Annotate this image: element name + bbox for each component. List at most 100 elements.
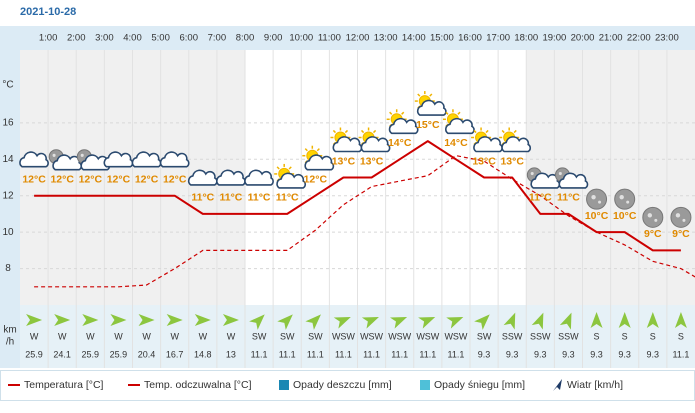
moon-crater <box>682 218 686 222</box>
wind-arrow-shape <box>674 312 687 328</box>
series-line <box>34 155 695 288</box>
wind-arrow <box>194 314 211 326</box>
wind-arrow-shape <box>590 312 603 328</box>
temp-label: 10°C <box>613 210 637 222</box>
wind-arrow <box>82 314 99 326</box>
moon-icon <box>614 188 636 210</box>
series-line <box>34 140 681 252</box>
cloud-icon <box>159 151 190 168</box>
temp-label: 13°C <box>360 155 384 167</box>
wind-arrow-shape <box>618 312 631 328</box>
sun-ray <box>372 129 377 134</box>
wind-direction: SW <box>308 331 323 341</box>
wind-direction: S <box>678 331 684 341</box>
wind-direction: SSW <box>558 331 579 341</box>
wind-arrow-shape <box>333 316 351 329</box>
hour-label: 22:00 <box>627 33 651 44</box>
wind-arrow <box>26 314 43 326</box>
wind-arrow <box>249 314 265 330</box>
cloud-icon <box>304 154 335 171</box>
sun-ray <box>288 166 292 170</box>
hour-label: 18:00 <box>514 33 538 44</box>
wind-arrow <box>418 316 436 329</box>
wind-arrow <box>618 312 631 328</box>
wind-speed: 16.7 <box>166 349 184 359</box>
hour-label: 16:00 <box>458 33 482 44</box>
wind-arrow-shape <box>531 312 544 330</box>
sun-ray <box>473 129 477 134</box>
wind-arrow <box>222 314 239 326</box>
wind-arrow-shape <box>222 314 239 326</box>
sun-ray <box>429 93 433 97</box>
wind-speed: 25.9 <box>110 349 128 359</box>
hour-label: 9:00 <box>264 33 283 44</box>
sun-ray <box>457 111 461 115</box>
hour-strip <box>0 26 695 50</box>
sun-ray <box>485 129 489 134</box>
hour-label: 1:00 <box>39 33 58 44</box>
wind-direction: S <box>650 331 656 341</box>
sun-ray <box>360 129 365 134</box>
wind-speed: 11.1 <box>279 349 296 359</box>
sun-ray <box>513 129 517 134</box>
wind-arrow <box>674 312 687 328</box>
y-unit: °C <box>2 80 13 91</box>
hour-label: 2:00 <box>67 33 86 44</box>
temp-label: 12°C <box>135 173 159 185</box>
hour-label: 14:00 <box>402 33 426 44</box>
wind-speed: 9.3 <box>562 349 575 359</box>
hour-label: 6:00 <box>180 33 199 44</box>
wind-arrow-shape <box>82 314 99 326</box>
wind-direction: W <box>142 331 151 341</box>
wind-direction: SW <box>280 331 295 341</box>
y-tick-label: 16 <box>2 117 14 128</box>
wind-speed: 11.1 <box>419 349 436 359</box>
moon-crater <box>52 153 56 157</box>
temp-label: 12°C <box>107 173 131 185</box>
wind-speed: 9.3 <box>506 349 519 359</box>
legend-swatch <box>553 379 562 391</box>
column-bg <box>582 50 611 305</box>
column-bg <box>132 50 161 305</box>
moon-crater <box>675 213 681 218</box>
column-bg <box>301 50 330 305</box>
moon-icon <box>642 206 664 228</box>
wind-arrow <box>531 312 544 330</box>
temp-label: 10°C <box>585 210 609 222</box>
column-bg <box>385 50 414 305</box>
wind-arrow <box>503 312 516 330</box>
wind-direction: S <box>622 331 628 341</box>
cloud-icon <box>19 151 49 168</box>
sun-ray <box>501 129 505 134</box>
temp-label: 13°C <box>332 155 356 167</box>
moon-crater <box>626 200 630 204</box>
wind-speed: 25.9 <box>82 349 100 359</box>
wind-arrow-shape <box>138 314 155 326</box>
temp-label: 13°C <box>472 155 496 167</box>
y-tick-label: 8 <box>5 263 11 274</box>
temp-label: 12°C <box>79 173 103 185</box>
wind-direction: WSW <box>444 331 467 341</box>
hour-label: 8:00 <box>236 33 255 44</box>
wind-unit: /h <box>6 337 14 348</box>
wind-direction: W <box>30 331 39 341</box>
cloud-icon <box>416 99 447 116</box>
legend-label: Temp. odczuwalna [°C] <box>144 379 252 391</box>
temp-label: 12°C <box>163 173 187 185</box>
legend-swatch <box>420 380 430 390</box>
wind-arrow-shape <box>110 314 127 326</box>
wind-direction: W <box>170 331 179 341</box>
wind-arrow-shape <box>418 316 436 329</box>
moon-crater <box>598 200 602 204</box>
temp-label: 14°C <box>444 137 468 149</box>
wind-speed: 9.3 <box>590 349 603 359</box>
wind-arrow-shape <box>54 314 71 326</box>
moon-crater <box>558 171 562 176</box>
wind-speed: 11.1 <box>448 349 465 359</box>
column-bg <box>610 50 639 305</box>
wind-speed: 25.9 <box>25 349 43 359</box>
wind-arrow-shape <box>474 314 490 330</box>
moon-icon <box>586 188 608 210</box>
moon-crater <box>530 171 534 176</box>
